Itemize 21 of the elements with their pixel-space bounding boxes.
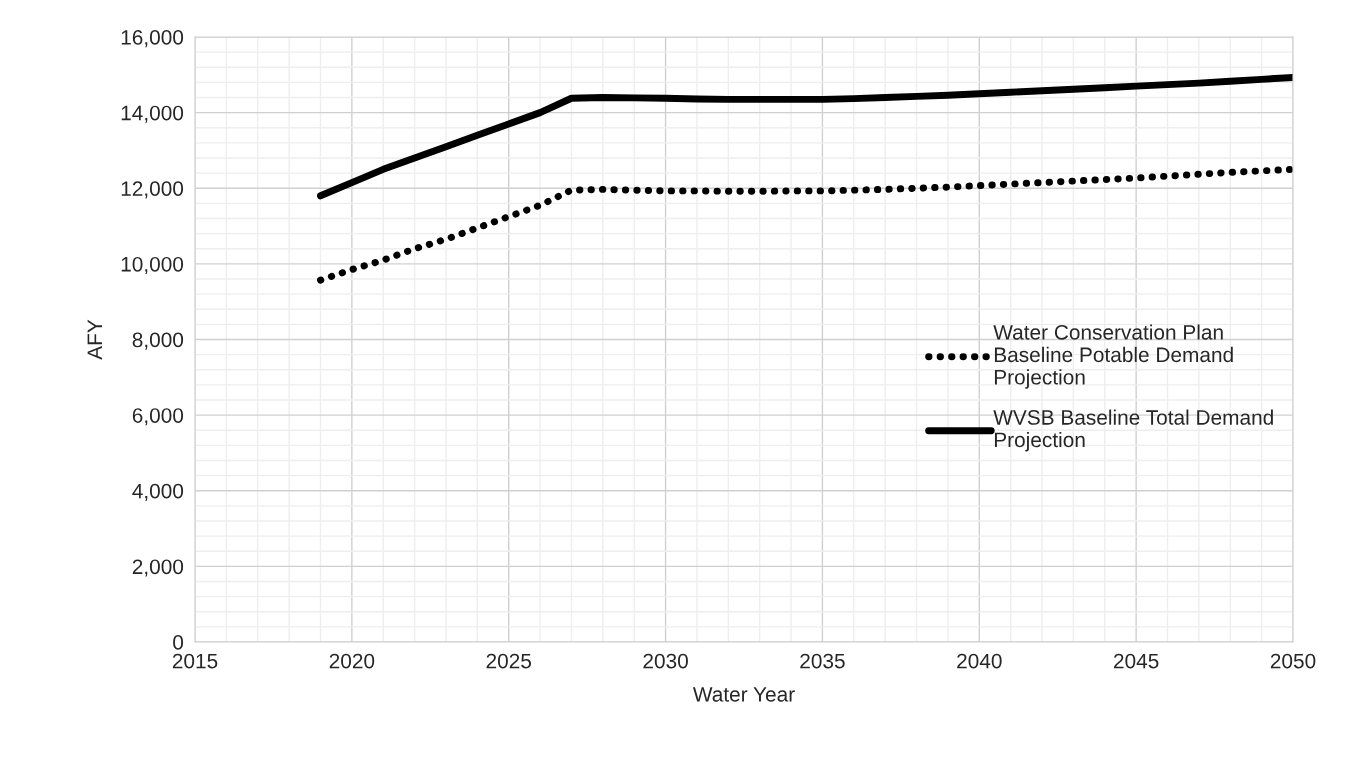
x-tick-label: 2015 xyxy=(172,653,218,669)
x-tick-label: 2035 xyxy=(800,653,845,669)
legend-label: WVSB Baseline Total Demand Projection xyxy=(993,409,1273,452)
y-tick-label: 16,000 xyxy=(121,30,184,48)
x-tick-label: 2020 xyxy=(329,653,375,669)
legend-label: Water Conservation Plan Baseline Potable Demand Projection xyxy=(993,324,1233,389)
y-tick-label: 12,000 xyxy=(121,181,184,199)
y-tick-label: 4,000 xyxy=(132,483,184,501)
y-tick-label: 10,000 xyxy=(121,256,184,275)
y-tick-label: 14,000 xyxy=(121,105,184,123)
x-tick-label: 2045 xyxy=(1114,653,1159,669)
x-tick-label: 2025 xyxy=(486,653,532,669)
y-tick-label: 8,000 xyxy=(132,332,184,350)
x-tick-label: 2040 xyxy=(957,653,1002,669)
x-axis-title: Water Year xyxy=(692,687,795,702)
x-tick-label: 2050 xyxy=(1270,653,1316,669)
y-axis-title: AFY xyxy=(87,319,102,360)
y-tick-label: 2,000 xyxy=(132,559,184,577)
y-tick-label: 0 xyxy=(173,635,184,650)
y-tick-label: 6,000 xyxy=(132,408,184,426)
x-tick-label: 2030 xyxy=(643,653,688,669)
